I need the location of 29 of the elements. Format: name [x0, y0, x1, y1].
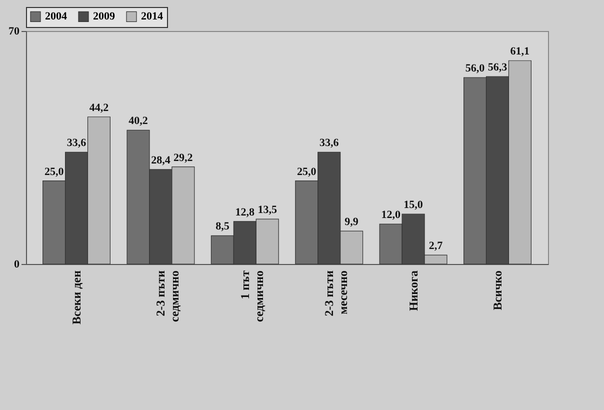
- data-label: 12,8: [235, 206, 256, 218]
- data-label: 9,9: [344, 216, 359, 228]
- x-tick-label: 2-3 пъти седмично: [154, 270, 182, 322]
- data-label: 56,0: [465, 62, 486, 75]
- data-label: 15,0: [404, 199, 424, 212]
- data-label: 33,6: [66, 137, 87, 150]
- data-label: 33,6: [319, 137, 340, 150]
- data-label: 44,2: [89, 102, 110, 114]
- y-tick-label: 0: [14, 258, 20, 270]
- legend-label: 2009: [93, 10, 116, 23]
- data-label: 29,2: [174, 152, 194, 164]
- data-label: 12,0: [381, 209, 401, 222]
- data-label: 2,7: [428, 240, 444, 252]
- legend-label: 2004: [45, 10, 68, 23]
- x-tick-label: Всичко: [490, 270, 504, 310]
- x-tick-label: Всеки ден: [70, 270, 84, 324]
- data-label: 56,3: [488, 62, 508, 74]
- x-tick-label: 1 път седмично: [238, 270, 266, 322]
- legend-label: 2014: [141, 10, 164, 23]
- x-tick-label: Никога: [406, 270, 420, 311]
- data-label: 61,1: [510, 46, 530, 58]
- data-label: 13,5: [258, 204, 278, 216]
- y-tick-label: 70: [8, 26, 20, 38]
- data-label: 8,5: [216, 220, 230, 233]
- data-label: 25,0: [44, 166, 64, 178]
- data-label: 40,2: [128, 115, 148, 128]
- data-label: 28,4: [151, 154, 171, 166]
- x-tick-label: 2-3 пъти месечно: [322, 270, 350, 316]
- data-label: 25,0: [297, 166, 317, 178]
